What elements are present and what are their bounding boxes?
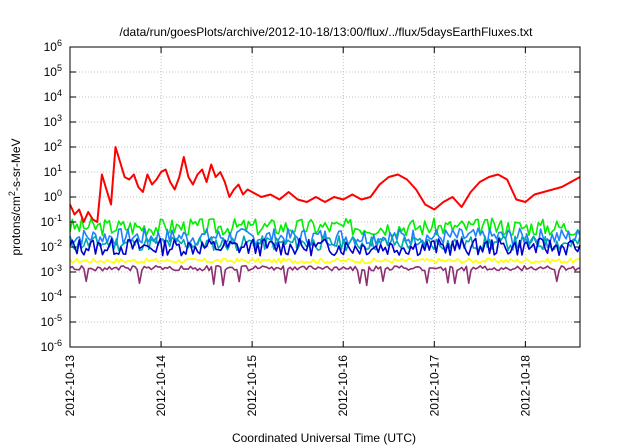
x-tick-label: 2012-10-18 (518, 355, 532, 417)
series-line (69, 146, 581, 223)
y-tick-exponent: -1 (54, 213, 62, 223)
y-tick-exponent: -4 (54, 288, 62, 298)
y-tick-label: 106 (44, 38, 62, 54)
series-line (69, 237, 581, 257)
y-axis-label-prefix: protons/cm (9, 196, 23, 255)
y-axis-label-sup: 2 (7, 191, 17, 196)
y-tick-base: 10 (41, 215, 55, 229)
x-tick-label: 2012-10-16 (336, 355, 350, 417)
y-tick-base: 10 (41, 265, 55, 279)
y-tick-exponent: 0 (57, 188, 62, 198)
y-tick-base: 10 (41, 240, 55, 254)
y-axis-label-suffix: -s-sr-MeV (9, 138, 23, 191)
y-tick-base: 10 (41, 315, 55, 329)
x-tick-label: 2012-10-13 (63, 355, 77, 417)
y-tick-exponent: -6 (54, 338, 62, 348)
y-tick-exponent: -2 (54, 238, 62, 248)
y-tick-exponent: -5 (54, 313, 62, 323)
y-tick-label: 10-5 (41, 313, 62, 329)
y-tick-label: 105 (44, 63, 62, 79)
y-tick-base: 10 (44, 90, 58, 104)
y-tick-label: 10-4 (41, 288, 62, 304)
grid (70, 47, 580, 347)
y-axis-label: protons/cm2-s-sr-MeV (7, 138, 23, 255)
y-tick-exponent: 3 (57, 113, 62, 123)
y-tick-base: 10 (41, 290, 55, 304)
y-tick-label: 101 (44, 163, 62, 179)
y-tick-base: 10 (44, 140, 58, 154)
y-tick-base: 10 (41, 340, 55, 354)
y-tick-label: 10-2 (41, 238, 62, 254)
series-line (69, 227, 581, 247)
chart-title: /data/run/goesPlots/archive/2012-10-18/1… (120, 25, 534, 39)
y-tick-label: 10-3 (41, 263, 62, 279)
y-tick-label: 102 (44, 138, 62, 154)
series-line (69, 257, 581, 265)
y-tick-exponent: -3 (54, 263, 62, 273)
y-tick-label: 103 (44, 113, 62, 129)
x-tick-label: 2012-10-14 (154, 355, 168, 417)
y-tick-exponent: 5 (57, 63, 62, 73)
x-axis: 2012-10-13 2012-10-14 2012-10-15 2012-10-16… (63, 47, 532, 416)
y-tick-exponent: 6 (57, 38, 62, 48)
x-axis-label: Coordinated Universal Time (UTC) (232, 431, 416, 445)
series-line (69, 217, 581, 237)
y-tick-exponent: 2 (57, 138, 62, 148)
y-axis: 10-610-510-410-310-210-11001011021031041… (41, 38, 580, 354)
y-tick-label: 10-1 (41, 213, 62, 229)
x-tick-label: 2012-10-17 (427, 355, 441, 417)
series-line (69, 264, 581, 287)
y-tick-exponent: 4 (57, 88, 62, 98)
y-tick-base: 10 (44, 115, 58, 129)
series-layer (69, 146, 581, 287)
y-tick-label: 100 (44, 188, 62, 204)
y-tick-base: 10 (44, 65, 58, 79)
y-tick-exponent: 1 (57, 163, 62, 173)
y-tick-label: 10-6 (41, 338, 62, 354)
y-tick-base: 10 (44, 190, 58, 204)
y-tick-base: 10 (44, 40, 58, 54)
x-tick-label: 2012-10-15 (245, 355, 259, 417)
y-tick-label: 104 (44, 88, 62, 104)
series-line (69, 235, 581, 252)
y-tick-base: 10 (44, 165, 58, 179)
